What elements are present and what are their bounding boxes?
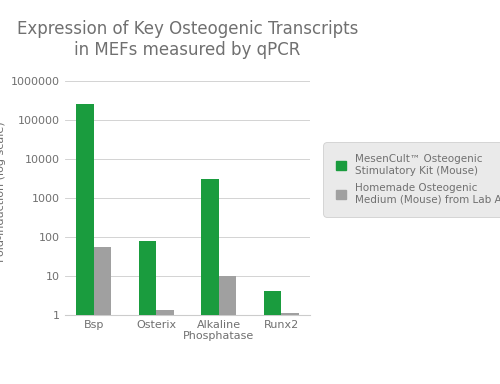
Bar [94, 247, 111, 384]
Y-axis label: Fold-Induction (log scale): Fold-Induction (log scale) [0, 122, 6, 262]
Bar [264, 291, 281, 384]
Bar [156, 310, 174, 384]
Bar [219, 276, 236, 384]
Bar [138, 241, 156, 384]
Bar [202, 179, 219, 384]
Bar [282, 313, 299, 384]
Bar [76, 104, 94, 384]
Legend: MesenCult™ Osteogenic
Stimulatory Kit (Mouse), Homemade Osteogenic
Medium (Mouse: MesenCult™ Osteogenic Stimulatory Kit (M… [328, 146, 500, 213]
Title: Expression of Key Osteogenic Transcripts
in MEFs measured by qPCR: Expression of Key Osteogenic Transcripts… [17, 20, 358, 59]
